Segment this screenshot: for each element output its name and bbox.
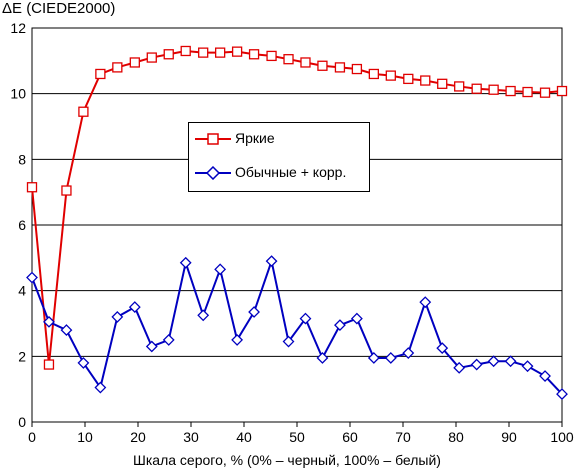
legend-label-bright: Яркие [235,130,275,146]
x-tick-label: 50 [289,429,305,445]
data-point-diamond [316,352,329,364]
y-tick-label: 0 [18,414,26,430]
data-point-diamond [470,358,483,371]
x-tick-label: 10 [77,429,93,445]
data-point-square [129,57,140,68]
data-point-square [231,46,243,57]
data-point-square [248,49,260,60]
data-point-diamond [214,263,227,276]
x-tick-label: 70 [395,429,411,445]
data-point-square [198,47,209,58]
x-tick-label: 80 [448,429,464,445]
data-point-square [300,57,311,68]
data-point-square [505,85,516,97]
data-point-square [146,52,157,63]
y-tick-label: 2 [18,348,26,364]
data-point-diamond [162,333,175,346]
data-point-square [454,81,465,92]
legend-label-normal: Обычные + корр. [235,164,347,180]
series-line-0 [31,49,563,365]
data-point-diamond [556,388,568,401]
x-tick-label: 90 [501,429,517,445]
data-point-diamond [26,271,38,284]
data-point-diamond [402,347,415,359]
data-point-diamond [350,312,363,325]
data-point-diamond [265,255,278,268]
data-point-square [334,62,346,73]
x-tick-label: 0 [28,429,36,445]
data-point-square [214,47,226,58]
data-point-square [539,87,551,98]
data-point-diamond [248,306,260,318]
x-tick-label: 100 [550,429,574,445]
y-tick-label: 10 [10,86,26,102]
y-axis-title: ΔE (CIEDE2000) [2,0,116,17]
data-point-square [43,359,55,370]
series-line-1 [31,257,563,395]
data-point-square [556,85,568,97]
data-point-square [368,68,380,80]
data-point-diamond [231,333,244,346]
data-point-square [163,49,174,60]
x-tick-label: 20 [130,429,146,445]
data-point-diamond [145,340,158,353]
data-point-diamond [487,355,500,368]
x-tick-label: 60 [342,429,358,445]
data-point-diamond [436,342,449,355]
data-point-square [522,86,533,98]
data-point-diamond [334,319,346,332]
data-point-diamond [453,361,466,374]
data-point-diamond [299,312,312,325]
y-tick-label: 8 [18,151,26,167]
y-tick-label: 6 [18,217,26,233]
x-tick-label: 40 [236,429,252,445]
legend: Яркие Обычные + корр. [188,122,370,192]
data-point-diamond [77,356,90,369]
data-point-square [26,182,38,193]
data-point-square [420,75,431,86]
data-point-square [351,63,363,75]
data-point-square [180,45,191,57]
legend-symbol-square [195,133,231,145]
data-point-diamond [197,309,210,322]
data-point-diamond [367,352,380,364]
data-point-square [283,54,294,65]
data-point-square [403,73,414,85]
data-point-square [95,68,106,80]
y-tick-label: 4 [18,283,26,299]
data-point-diamond [60,324,73,336]
series-layer [26,45,568,401]
x-axis-title: Шкала серого, % (0% – черный, 100% – бел… [133,452,441,468]
legend-symbol-diamond [195,166,231,180]
data-point-diamond [384,352,397,364]
data-point-diamond [111,311,124,323]
data-point-diamond [128,301,141,314]
y-tick-label: 12 [10,20,26,36]
data-point-diamond [539,370,551,382]
data-point-square [61,185,72,196]
data-point-diamond [94,381,107,394]
data-point-square [385,70,396,81]
data-point-diamond [521,360,534,373]
data-point-diamond [43,315,55,328]
axis-layer: 0 2 4 6 8 10 12 0 10 20 30 40 50 60 70 80 90 100 [10,20,573,445]
data-point-diamond [504,355,517,368]
data-point-square [471,83,482,94]
x-tick-label: 30 [183,429,199,445]
data-point-square [266,50,277,62]
data-point-square [112,62,123,73]
data-point-diamond [282,335,295,348]
data-point-square [437,78,448,89]
data-point-square [78,106,89,117]
data-point-square [488,84,499,95]
data-point-square [317,60,328,71]
data-point-diamond [419,296,432,309]
data-point-diamond [179,256,192,269]
